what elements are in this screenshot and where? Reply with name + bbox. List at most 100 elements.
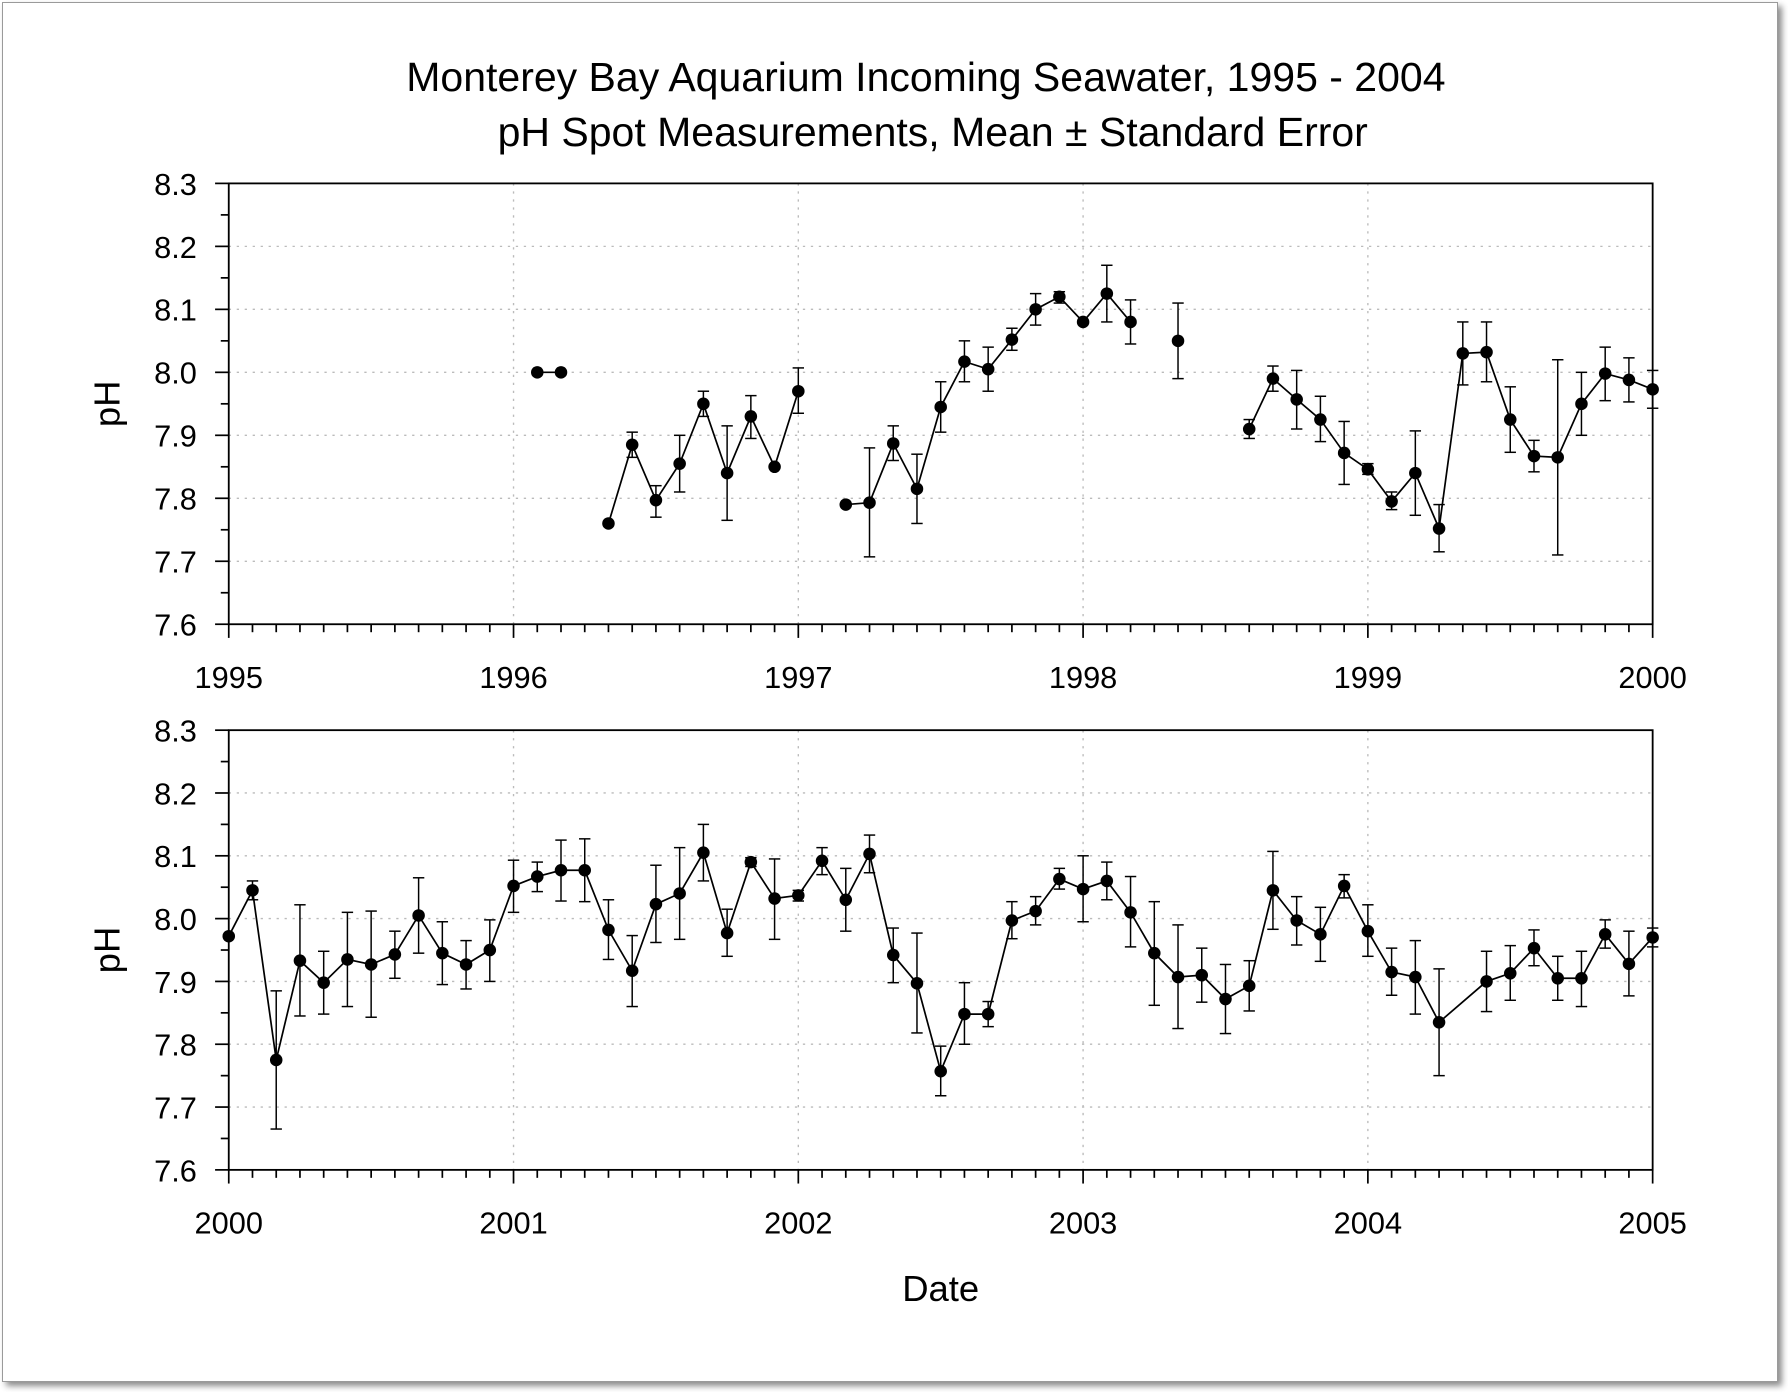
data-point <box>1551 972 1564 985</box>
data-point <box>1480 975 1493 988</box>
y-tick-label: 7.8 <box>154 482 197 517</box>
data-point <box>1076 315 1090 329</box>
data-point <box>673 457 686 470</box>
data-point <box>317 976 330 989</box>
data-point <box>1551 451 1564 464</box>
chart-title-line-1: Monterey Bay Aquarium Incoming Seawater,… <box>406 54 1445 100</box>
data-point <box>1456 347 1470 360</box>
x-tick-label: 2003 <box>1049 1206 1117 1241</box>
data-point <box>649 897 663 911</box>
data-point <box>1314 928 1327 941</box>
data-point <box>222 929 236 943</box>
data-point <box>364 958 378 971</box>
data-point <box>1575 397 1588 411</box>
series-line <box>1248 351 1653 532</box>
data-point <box>792 889 805 902</box>
data-point <box>768 892 781 905</box>
y-tick-label: 7.9 <box>154 965 197 1000</box>
data-point <box>720 926 734 940</box>
data-point <box>981 1007 995 1021</box>
panel-1: 1995 1996 1997 1998 1999 2000 7.6 7.7 7.8 7.9 8.0 8… <box>86 167 1686 695</box>
y-tick-label: 7.8 <box>154 1028 197 1063</box>
data-point <box>1290 393 1303 406</box>
x-tick-label: 1999 <box>1334 660 1402 695</box>
data-point <box>1646 383 1659 396</box>
y-tick-label: 8.3 <box>154 167 197 202</box>
data-point <box>1337 446 1351 460</box>
data-point <box>1409 970 1422 984</box>
x-tick-label: 2002 <box>764 1206 832 1241</box>
data-point <box>341 953 354 966</box>
data-point <box>649 493 663 507</box>
data-point <box>1290 914 1303 927</box>
data-point <box>1361 463 1375 476</box>
data-point <box>1005 333 1019 346</box>
y-tick-label: 7.6 <box>154 1153 197 1188</box>
data-point <box>1337 879 1351 893</box>
y-tick-label: 8.2 <box>154 230 197 265</box>
data-point <box>1005 914 1019 927</box>
data-point <box>1503 413 1517 426</box>
x-tick-label: 2000 <box>195 1206 263 1241</box>
data-point <box>1409 466 1422 480</box>
data-point <box>1432 522 1446 535</box>
data-point <box>1575 972 1588 985</box>
x-tick-label: 2000 <box>1618 660 1686 695</box>
x-axis-label: Date <box>902 1268 979 1309</box>
y-axis-label: pH <box>86 927 127 974</box>
y-tick-label: 7.7 <box>154 1090 197 1125</box>
data-point <box>602 517 615 530</box>
x-tick-label: 2004 <box>1334 1206 1402 1241</box>
data-point <box>910 482 924 496</box>
data-point <box>1622 957 1636 971</box>
data-point <box>673 887 686 900</box>
data-point <box>1527 941 1541 955</box>
y-tick-label: 8.0 <box>154 902 197 937</box>
data-point <box>1480 345 1493 359</box>
panel-2: 2000 2001 2002 2003 2004 2005 7.6 7.7 7.8 7.9 8.0 8… <box>86 714 1686 1241</box>
data-point <box>886 437 900 450</box>
y-tick-label: 8.1 <box>154 839 197 874</box>
data-point <box>1124 315 1137 329</box>
data-point <box>815 854 829 868</box>
data-point <box>1385 495 1398 508</box>
data-point <box>1219 992 1232 1006</box>
data-point <box>1148 946 1161 960</box>
data-point <box>1527 449 1541 463</box>
data-point <box>554 863 568 877</box>
data-point <box>269 1053 283 1067</box>
data-point <box>1598 367 1612 380</box>
data-point <box>1053 290 1066 304</box>
data-point <box>1124 906 1137 919</box>
data-point <box>1361 924 1375 938</box>
data-point <box>839 498 853 511</box>
data-point <box>744 410 758 423</box>
chart-title-line-2: pH Spot Measurements, Mean ± Standard Er… <box>498 109 1368 155</box>
data-point <box>1076 882 1090 896</box>
data-point <box>246 884 259 897</box>
x-tick-label: 1998 <box>1049 660 1117 695</box>
data-point <box>1622 373 1636 387</box>
data-point <box>483 943 497 957</box>
data-point <box>554 366 568 379</box>
data-point <box>1242 422 1256 436</box>
data-point <box>1266 884 1280 897</box>
data-point <box>531 870 544 883</box>
data-point <box>293 954 307 967</box>
data-point <box>1195 968 1209 982</box>
data-point <box>625 964 639 978</box>
data-point <box>578 863 591 877</box>
data-point <box>1385 965 1398 979</box>
data-point <box>792 384 805 398</box>
data-point <box>1266 372 1280 385</box>
data-point <box>1100 874 1114 888</box>
x-tick-label: 2005 <box>1618 1206 1686 1241</box>
data-point <box>1242 979 1256 993</box>
data-point <box>934 1064 947 1078</box>
data-point <box>1171 334 1185 348</box>
y-tick-label: 8.3 <box>154 714 197 749</box>
data-point <box>839 893 853 907</box>
data-point <box>1314 413 1327 426</box>
data-point <box>412 909 425 922</box>
